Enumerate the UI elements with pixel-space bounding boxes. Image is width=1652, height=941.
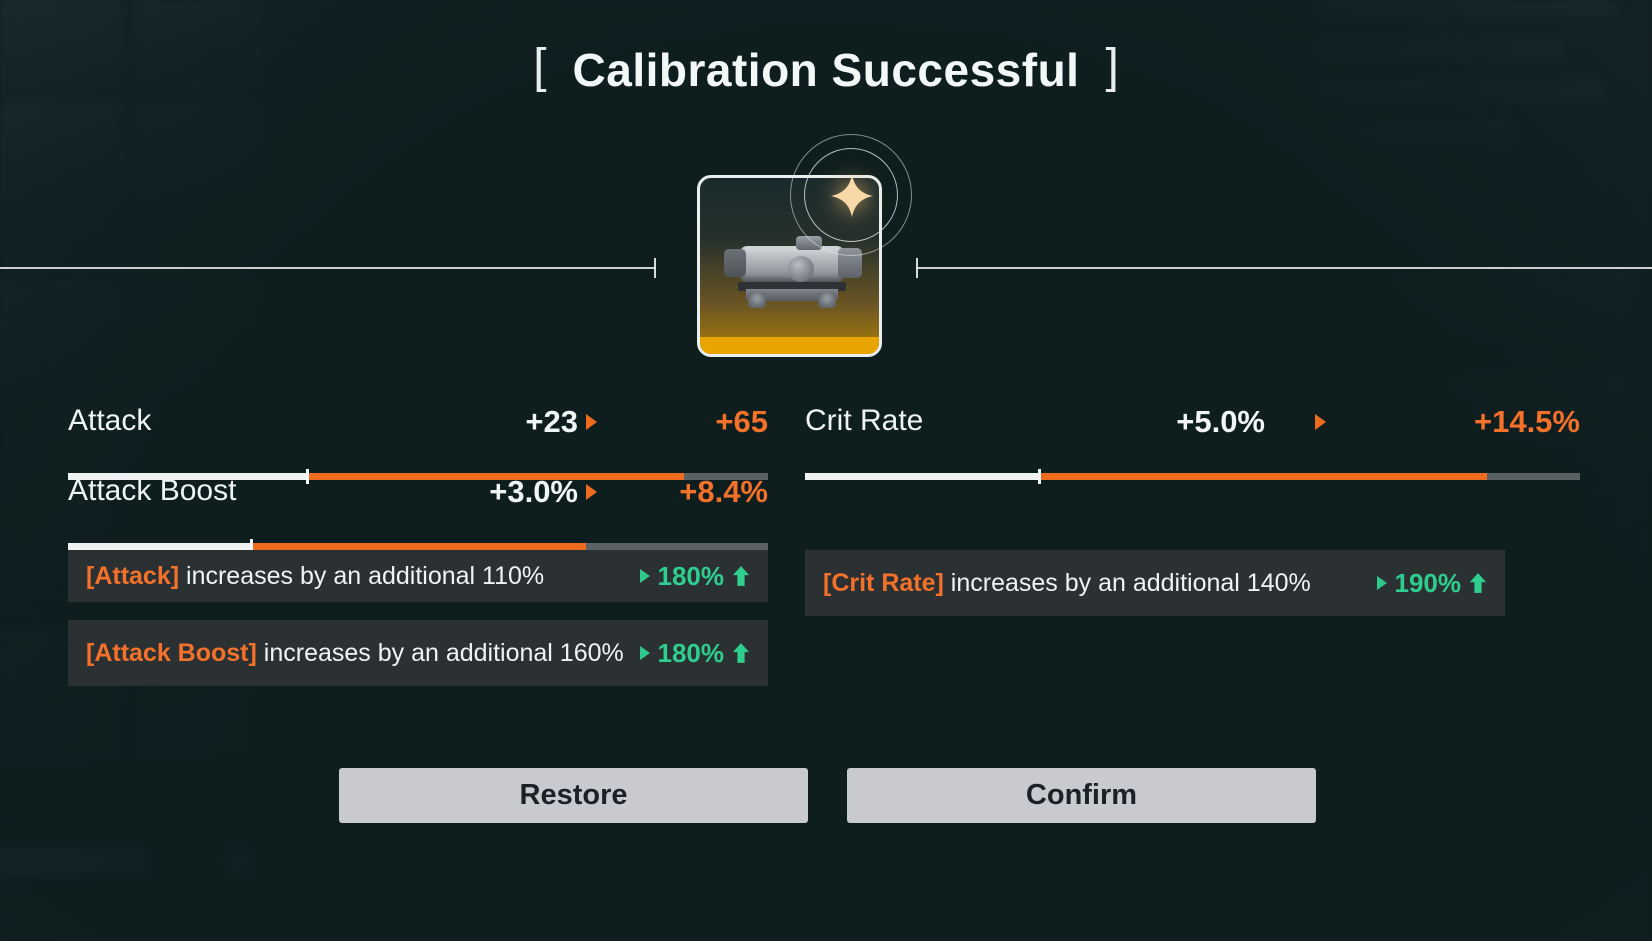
effect-value-group: 180% <box>639 637 769 669</box>
arrow-up-icon <box>1469 573 1487 593</box>
effect-body: increases by an additional 160% <box>256 639 624 667</box>
restore-button[interactable]: Restore <box>339 768 808 823</box>
effect-tag: [Attack Boost] <box>86 639 257 667</box>
page-title: [ Calibration Successful] <box>0 40 1652 97</box>
stat-change-arrow-icon <box>586 484 597 500</box>
bar-old-fill <box>68 473 306 480</box>
stat-new-value: +14.5% <box>1473 404 1580 439</box>
effect-description: [Attack] increases by an additional 110% <box>68 553 640 599</box>
arrow-up-icon <box>732 643 750 663</box>
stat-label: Crit Rate <box>805 404 924 437</box>
weapon-scope-icon <box>722 234 864 308</box>
effect-description: [Crit Rate] increases by an additional 1… <box>805 560 1377 606</box>
stat-progress-bar <box>68 539 768 554</box>
title-bracket-left: [ <box>533 40 547 93</box>
bar-new-fill <box>306 473 684 480</box>
effect-box-attack-boost: [Attack Boost] increases by an additiona… <box>68 620 768 686</box>
effect-change-arrow-icon <box>639 646 650 660</box>
effect-body: increases by an additional 140% <box>943 569 1311 597</box>
stat-row-attack: Attack +23 +65 <box>68 400 768 484</box>
effect-new-value: 190% <box>1394 567 1462 598</box>
divider-cap-right <box>916 258 918 278</box>
stat-progress-bar <box>805 469 1580 484</box>
stat-label: Attack <box>68 404 152 437</box>
effect-tag: [Crit Rate] <box>823 569 944 597</box>
stat-row-crit-rate: Crit Rate +5.0% +14.5% <box>805 400 1580 484</box>
stat-progress-bar <box>68 469 768 484</box>
stat-label: Attack Boost <box>68 474 237 507</box>
bar-old-fill <box>68 543 250 550</box>
effect-box-attack: [Attack] increases by an additional 110%… <box>68 550 768 602</box>
stat-old-value: +5.0% <box>1176 404 1265 439</box>
effect-new-value: 180% <box>657 637 725 668</box>
stat-new-value: +65 <box>715 404 768 439</box>
stat-old-value: +3.0% <box>489 474 578 509</box>
bar-threshold-tick <box>306 469 309 484</box>
effect-new-value: 180% <box>657 560 725 591</box>
bar-threshold-tick <box>1037 469 1041 484</box>
bar-new-fill <box>250 543 586 550</box>
effect-value-group: 190% <box>1376 567 1506 599</box>
effect-change-arrow-icon <box>639 569 650 583</box>
divider-cap-left <box>654 258 656 278</box>
stat-row-attack-boost: Attack Boost +3.0% +8.4% <box>68 470 768 554</box>
title-label: Calibration Successful <box>572 43 1080 96</box>
confirm-button[interactable]: Confirm <box>847 768 1316 823</box>
effect-value-group: 180% <box>639 560 769 592</box>
effect-description: [Attack Boost] increases by an additiona… <box>68 630 640 676</box>
effect-tag: [Attack] <box>86 562 180 590</box>
item-card[interactable] <box>697 175 882 357</box>
stat-change-arrow-icon <box>1315 414 1326 430</box>
arrow-up-icon <box>732 566 750 586</box>
divider-line-right <box>916 267 1652 269</box>
item-rarity-bar <box>700 337 879 354</box>
bar-old-fill <box>805 473 1038 480</box>
stat-change-arrow-icon <box>586 414 597 430</box>
bar-new-fill <box>1037 473 1487 480</box>
stat-new-value: +8.4% <box>679 474 768 509</box>
bar-threshold-tick <box>250 539 253 554</box>
effect-body: increases by an additional 110% <box>179 562 545 590</box>
effect-change-arrow-icon <box>1376 576 1387 590</box>
stat-old-value: +23 <box>525 404 578 439</box>
title-bracket-right: ] <box>1105 40 1119 93</box>
effect-box-crit-rate: [Crit Rate] increases by an additional 1… <box>805 550 1505 616</box>
divider-line-left <box>0 267 656 269</box>
